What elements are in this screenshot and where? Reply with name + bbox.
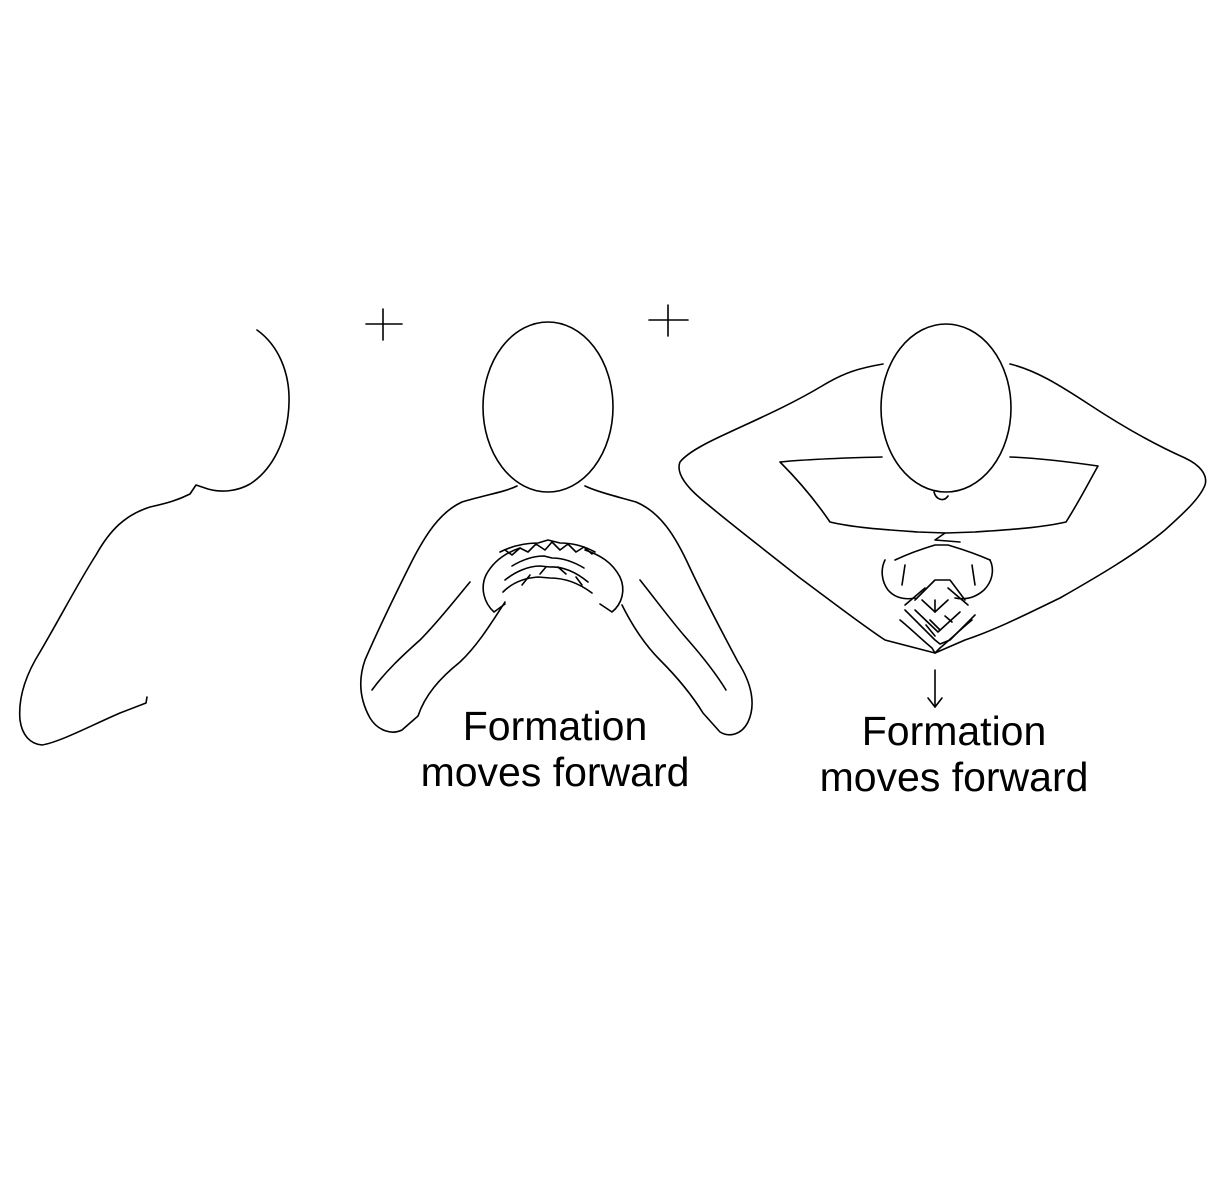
figure-front-view (360, 321, 753, 736)
caption-line-1: Formation (861, 708, 1047, 754)
hands-touching (881, 544, 994, 654)
head-outline (482, 321, 614, 493)
plus-marker-left (365, 308, 403, 341)
caption-line-2: moves forward (819, 754, 1089, 800)
figure-side-view (18, 329, 290, 746)
shoulders-outline (678, 363, 936, 654)
plus-marker-right (648, 304, 689, 337)
figure-bowing-view (678, 323, 1207, 708)
caption-line-1: Formation (462, 703, 648, 749)
down-arrow-icon (927, 669, 943, 708)
hands-touching (482, 539, 624, 613)
head-outline (880, 323, 1012, 493)
torso-arms-outline (360, 485, 518, 733)
tongue-outline (933, 491, 949, 501)
chest-outline (779, 456, 1099, 534)
side-profile-outline (18, 329, 290, 746)
caption-formation-moves-forward: Formation moves forward (385, 703, 725, 795)
caption-formation-moves-forward: Formation moves forward (783, 708, 1125, 800)
caption-line-2: moves forward (420, 749, 690, 795)
